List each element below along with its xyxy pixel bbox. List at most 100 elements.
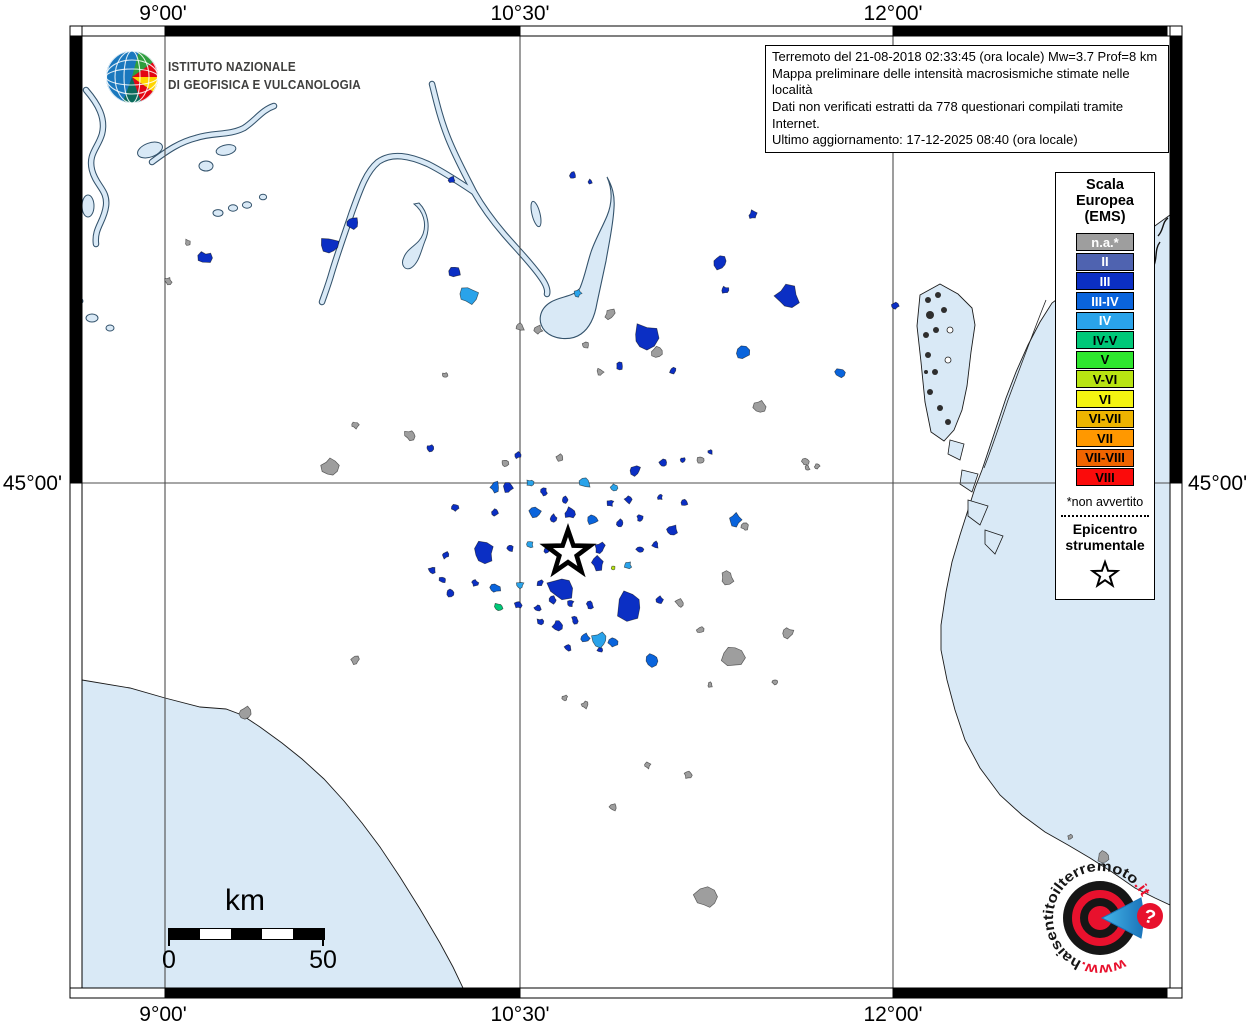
lagoon-islets xyxy=(944,326,954,364)
settlement-na xyxy=(813,463,821,470)
settlement-III xyxy=(471,579,480,587)
legend-epicenter-label-1: Epicentro xyxy=(1072,521,1138,538)
axis-label-right-45: 45°00' xyxy=(1188,472,1248,495)
legend-chip-VI: VI xyxy=(1076,390,1134,409)
ingv-line2: DI GEOFISICA E VULCANOLOGIA xyxy=(168,76,361,92)
legend-chip-VIII: VIII xyxy=(1076,468,1134,487)
settlement-III xyxy=(567,600,575,607)
axis-label-top-12: 12°00' xyxy=(863,2,923,25)
settlement-III xyxy=(655,595,664,604)
bullseye-center xyxy=(1088,906,1112,930)
settlement-III xyxy=(346,217,359,231)
settlement-III xyxy=(438,576,446,583)
settlement-IV xyxy=(578,477,591,488)
settlement-IV xyxy=(526,541,534,549)
settlement-IV xyxy=(609,483,619,492)
settlement-III xyxy=(426,444,435,453)
settlement-na xyxy=(561,694,569,702)
settlement-III xyxy=(506,544,514,553)
settlement-na xyxy=(1067,833,1074,840)
settlement-IV xyxy=(459,287,480,306)
settlement-III xyxy=(636,514,644,522)
watermark-www: www. xyxy=(1078,955,1129,978)
axis-label-bottom-9: 9°00' xyxy=(139,1003,187,1024)
settlement-III xyxy=(606,500,615,507)
legend-epicenter-label-2: strumentale xyxy=(1065,537,1145,554)
settlement-III xyxy=(773,283,800,308)
settlement-III xyxy=(657,493,663,500)
settlement-na xyxy=(350,655,360,666)
settlement-III xyxy=(533,604,542,612)
settlement-III xyxy=(666,524,678,536)
settlement-III xyxy=(551,620,563,632)
settlement-III_IV xyxy=(729,511,743,528)
settlement-na xyxy=(608,803,617,812)
settlement-III xyxy=(549,513,558,523)
legend-chip-VI_VII: VI-VII xyxy=(1076,409,1134,428)
legend-title-2: Europea xyxy=(1075,193,1134,210)
settlement-IV xyxy=(573,288,583,298)
settlement-III xyxy=(617,590,641,622)
legend-title-3: (EMS) xyxy=(1084,209,1126,226)
settlement-na xyxy=(720,647,746,666)
settlement-III xyxy=(564,506,576,519)
settlement-na xyxy=(442,372,449,378)
settlement-III_IV xyxy=(587,514,599,526)
settlement-III xyxy=(635,323,660,351)
legend-chip-VII_VIII: VII-VIII xyxy=(1076,448,1134,467)
settlement-na xyxy=(740,522,749,531)
question-mark-glyph: ? xyxy=(1141,906,1157,929)
settlement-na xyxy=(581,341,589,349)
settlement-na xyxy=(596,367,605,376)
settlement-III xyxy=(562,495,569,504)
settlement-na xyxy=(674,598,684,608)
settlement-III xyxy=(658,458,667,467)
settlement-III xyxy=(446,588,455,598)
settlement-IV_V xyxy=(494,602,504,611)
settlement-na xyxy=(683,770,693,779)
settlement-na xyxy=(707,681,713,688)
settlement-III_IV xyxy=(736,345,751,359)
intensity-legend: Scala Europea (EMS) n.a.* II III III-IV IV IV… xyxy=(1055,172,1155,601)
legend-chip-III_IV: III-IV xyxy=(1076,292,1134,311)
settlement-IV xyxy=(623,561,633,570)
settlement-III xyxy=(616,361,623,371)
settlement-na xyxy=(771,679,778,686)
ligurian-sea xyxy=(82,679,464,988)
settlement-V_VI xyxy=(610,565,616,571)
settlement-IV xyxy=(526,479,535,487)
ingv-logo-globe xyxy=(106,51,158,103)
settlement-III xyxy=(629,465,641,477)
settlement-III xyxy=(491,508,499,517)
legend-chip-VII: VII xyxy=(1076,429,1134,448)
map-title-box: Terremoto del 21-08-2018 02:33:45 (ora l… xyxy=(765,45,1169,153)
delta-pocket xyxy=(959,469,979,493)
settlement-III xyxy=(748,209,758,219)
question-badge xyxy=(1137,903,1163,929)
settlement-III xyxy=(448,266,461,278)
settlement-III xyxy=(707,449,713,455)
lagoon-barrier-line xyxy=(983,299,1047,469)
settlement-III xyxy=(447,175,456,183)
settlement-na xyxy=(555,453,564,462)
axis-label-left-45: 45°00' xyxy=(2,472,62,495)
settlement-na xyxy=(533,324,544,335)
settlement-na xyxy=(721,570,735,586)
settlement-III xyxy=(713,255,727,271)
settlement-III xyxy=(427,567,436,575)
settlement-III xyxy=(536,618,545,626)
settlement-III xyxy=(563,644,572,652)
axis-label-bottom-1030: 10°30' xyxy=(490,1003,550,1024)
title-line-event: Terremoto del 21-08-2018 02:33:45 (ora l… xyxy=(772,49,1158,64)
scale-bar-end: 50 xyxy=(309,946,337,974)
legend-chip-list: n.a.* II III III-IV IV IV-V V V-VI VI VI-VII VII VI… xyxy=(1076,232,1134,488)
settlement-na xyxy=(651,345,663,358)
settlement-IV xyxy=(516,582,525,590)
settlement-III xyxy=(197,251,213,263)
delta-pocket xyxy=(967,499,989,526)
settlement-III xyxy=(680,498,689,506)
lake-iseo xyxy=(402,202,429,270)
settlement-III xyxy=(594,541,606,554)
legend-title-1: Scala xyxy=(1086,177,1124,193)
